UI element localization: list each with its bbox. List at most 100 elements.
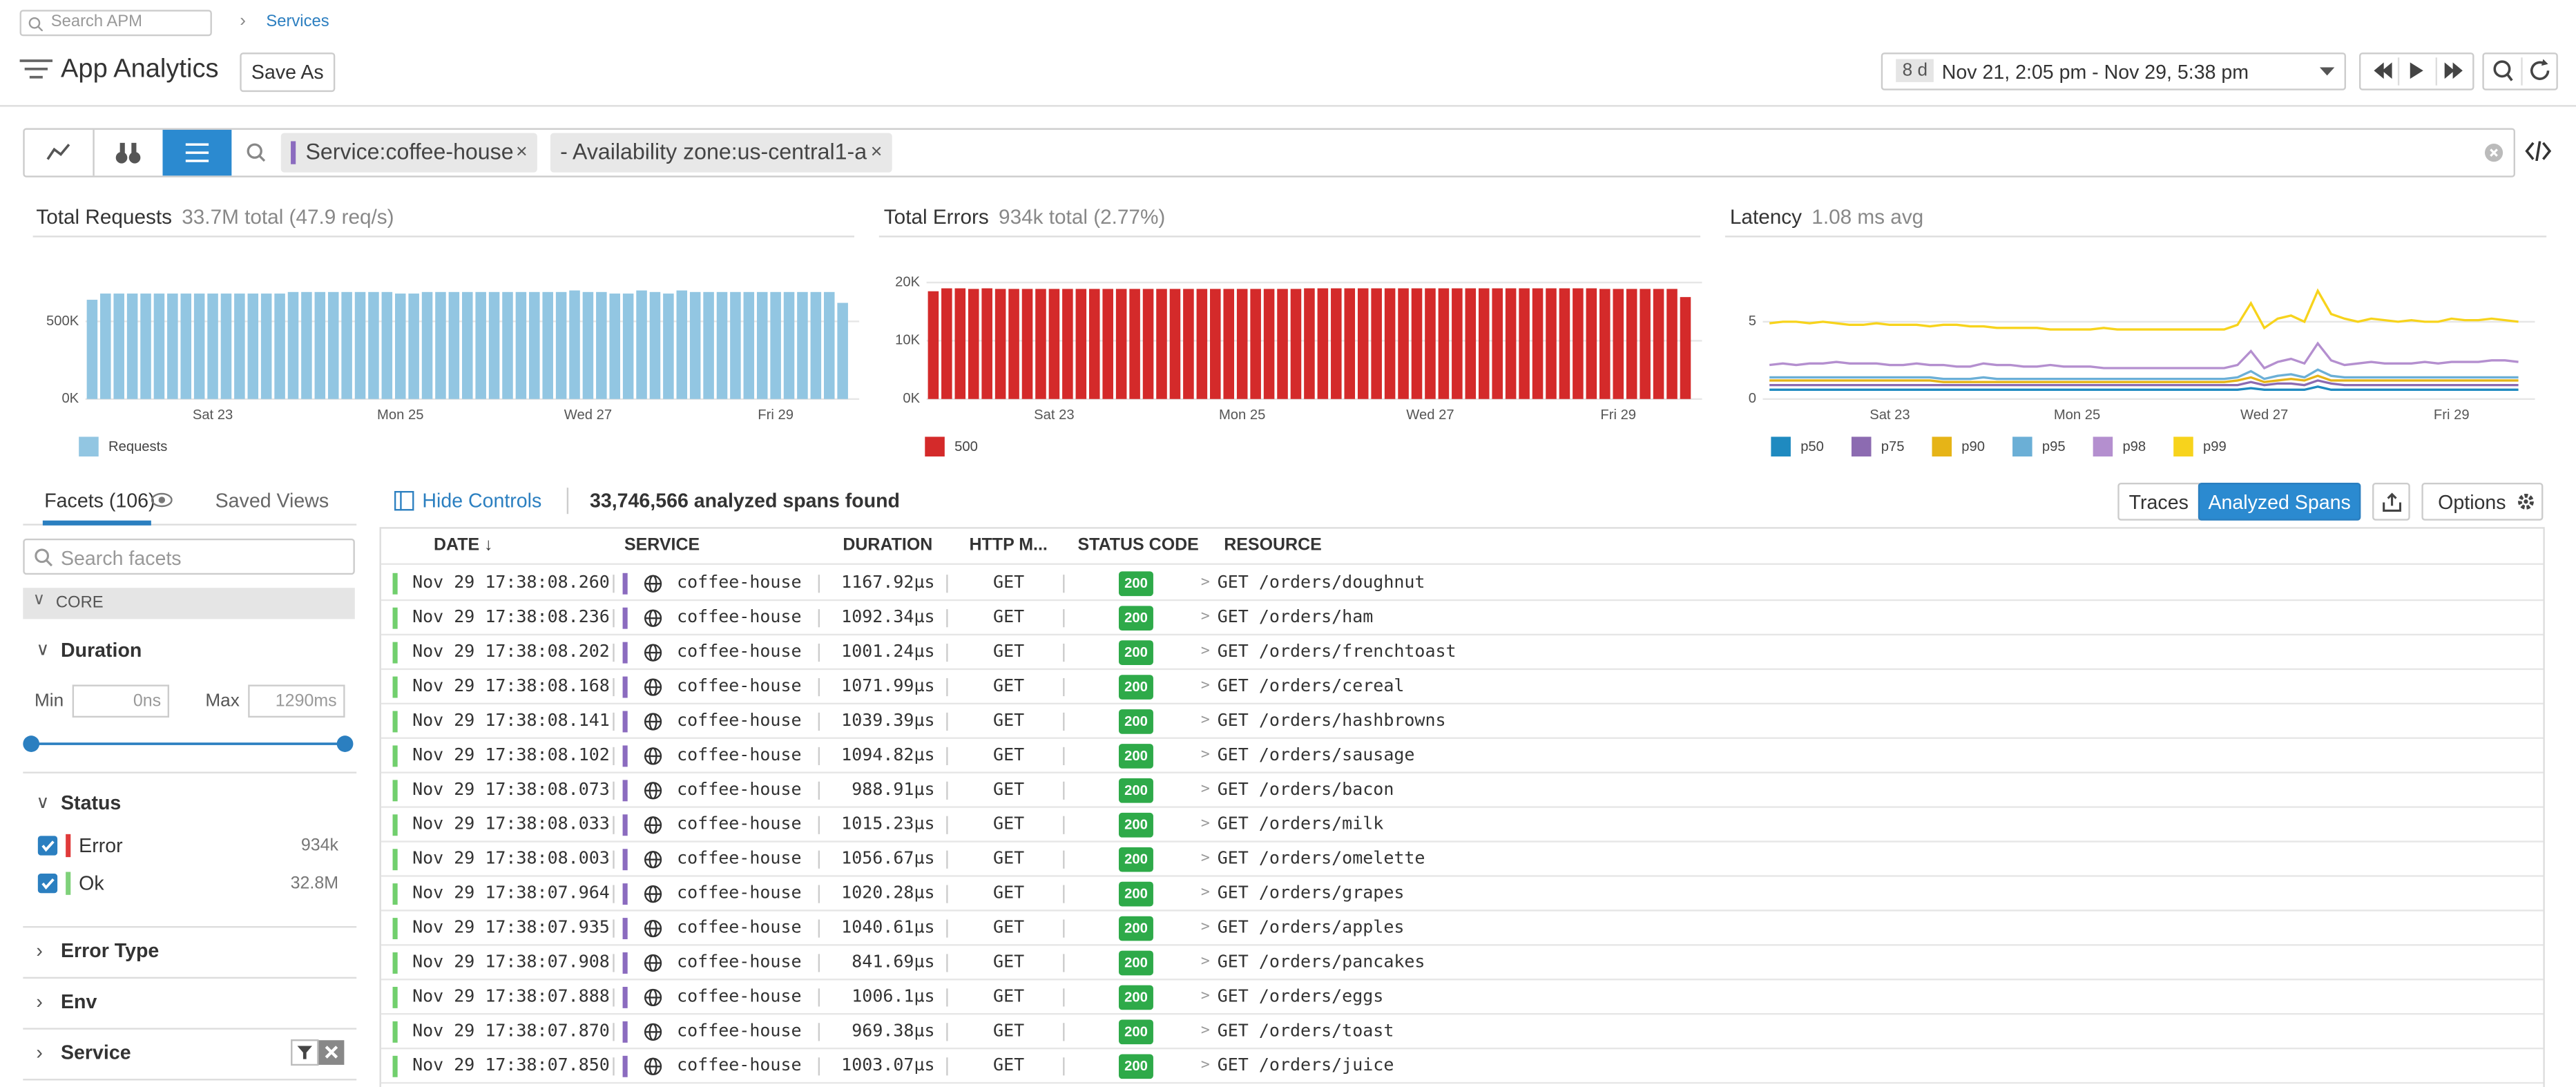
service-color (622, 883, 628, 905)
facet-divider (23, 977, 357, 979)
result-row[interactable]: Nov 29 17:38:08.102 coffee-house 1094.82µs… (381, 739, 2544, 773)
breadcrumb-chevron: › (240, 11, 247, 32)
service-color (622, 607, 628, 629)
column-header[interactable]: DATE ↓ (434, 535, 493, 555)
bar (394, 294, 406, 399)
bar (927, 291, 939, 399)
max-input[interactable]: 1290ms (248, 684, 345, 718)
result-row[interactable]: Nov 29 17:38:07.888 coffee-house 1006.1µs G… (381, 980, 2544, 1015)
globe-icon (644, 919, 662, 938)
service: coffee-house (677, 1055, 802, 1076)
result-row[interactable]: Nov 29 17:38:08.141 coffee-house 1039.39µs… (381, 704, 2544, 739)
zoom-controls[interactable] (2482, 52, 2558, 90)
result-row[interactable]: Nov 29 17:38:08.260 coffee-house 1167.92µs… (381, 566, 2544, 602)
status-bar (392, 676, 398, 698)
service: coffee-house (677, 711, 802, 731)
query-search-icon (247, 143, 266, 162)
result-row[interactable]: Nov 29 17:38:08.236 coffee-house 1092.34µs… (381, 601, 2544, 636)
results-table: DATE ↓ SERVICE DURATION HTTP M... STATUS COD… (379, 527, 2545, 1087)
bar (1666, 289, 1678, 399)
cell-divider (1063, 747, 1065, 765)
bar (515, 291, 527, 399)
tag-remove[interactable]: × (515, 140, 528, 163)
save-as-button[interactable]: Save As (240, 52, 336, 93)
hide-controls-icon[interactable] (394, 490, 414, 511)
time-picker[interactable]: 8 d Nov 21, 2:05 pm - Nov 29, 5:38 pm (1881, 52, 2346, 90)
expand-chevron: > (1200, 954, 1210, 971)
bar (1640, 289, 1651, 399)
cell-divider (946, 609, 948, 628)
status-label[interactable]: Ok (79, 872, 104, 895)
facet-title[interactable]: Error Type (61, 939, 160, 963)
date: Nov 29 17:38:07.850 (412, 1055, 610, 1076)
checkbox[interactable] (37, 873, 58, 894)
column-header[interactable]: RESOURCE (1224, 535, 1322, 555)
legend-swatch (925, 436, 945, 456)
bar (1075, 289, 1087, 399)
tag-text: Service:coffee-house (305, 140, 514, 164)
code-toggle[interactable] (2525, 141, 2552, 162)
traces-button[interactable]: Traces (2117, 483, 2200, 521)
column-header[interactable]: DURATION (843, 535, 933, 555)
date: Nov 29 17:38:08.141 (412, 711, 610, 731)
cell-divider (1063, 850, 1065, 869)
result-row[interactable]: Nov 29 17:38:08.003 coffee-house 1056.67µs… (381, 843, 2544, 877)
checkbox[interactable] (37, 836, 58, 856)
result-row[interactable]: Nov 29 17:38:07.850 coffee-house 1003.07µs… (381, 1049, 2544, 1084)
facet-search[interactable]: Search facets (23, 538, 355, 575)
result-row[interactable]: Nov 29 17:38:08.202 coffee-house 1001.24µs… (381, 635, 2544, 671)
apm-search[interactable]: Search APM (19, 10, 212, 37)
resource: GET /orders/apples (1217, 918, 1405, 938)
legend-swatch (2093, 436, 2113, 456)
duration: 1094.82µs (841, 745, 935, 765)
http-method: GET (993, 952, 1025, 972)
saved-views-tab[interactable]: Saved Views (215, 489, 329, 512)
analyzed-spans-button[interactable]: Analyzed Spans (2198, 483, 2361, 521)
column-header[interactable]: STATUS CODE (1077, 535, 1199, 555)
duration-slider[interactable] (21, 734, 356, 754)
bar (207, 294, 218, 399)
date: Nov 29 17:38:07.964 (412, 883, 610, 903)
result-row[interactable]: Nov 29 17:38:08.168 coffee-house 1071.99µs… (381, 670, 2544, 705)
status-label[interactable]: Error (79, 834, 123, 858)
facet-title[interactable]: Status (61, 791, 122, 815)
cell-divider (946, 954, 948, 972)
export-button[interactable] (2372, 483, 2410, 521)
tag-remove[interactable]: × (870, 140, 883, 163)
expand-chevron: > (1200, 1057, 1210, 1074)
bar (1680, 297, 1691, 399)
view-switch[interactable] (25, 129, 232, 176)
facet-title[interactable]: Service (61, 1041, 131, 1064)
facet-actions[interactable] (291, 1039, 345, 1066)
bar (475, 291, 486, 399)
facet-group[interactable]: ∨ CORE (23, 588, 355, 619)
service: coffee-house (677, 676, 802, 697)
facet-title[interactable]: Duration (61, 638, 142, 662)
min-input[interactable]: 0ns (72, 684, 170, 718)
hide-controls[interactable]: Hide Controls (422, 489, 542, 512)
options-button[interactable]: Options (2421, 483, 2544, 521)
facet-title[interactable]: Env (61, 990, 97, 1014)
breadcrumb[interactable]: Services (266, 13, 329, 32)
result-row[interactable]: Nov 29 17:38:08.033 coffee-house 1015.23µs… (381, 808, 2544, 843)
result-row[interactable]: Nov 29 17:38:07.964 coffee-house 1020.28µs… (381, 877, 2544, 912)
service: coffee-house (677, 573, 802, 593)
query-tag[interactable]: Service:coffee-house × (280, 133, 537, 173)
result-row[interactable]: Nov 29 17:38:07.870 coffee-house 969.38µs G… (381, 1014, 2544, 1050)
column-header[interactable]: SERVICE (624, 535, 700, 555)
query-tag[interactable]: - Availability zone:us-central1-a × (550, 133, 892, 173)
search-placeholder: Search APM (50, 13, 142, 32)
resource: GET /orders/sausage (1217, 745, 1415, 765)
span-count: 33,746,566 analyzed spans found (589, 489, 901, 512)
playback-controls[interactable] (2358, 52, 2474, 90)
facets-tab[interactable]: Facets (106) (44, 489, 155, 512)
result-row[interactable]: Nov 29 17:38:08.073 coffee-house 988.91µs G… (381, 773, 2544, 808)
result-row[interactable]: Nov 29 17:38:07.908 coffee-house 841.69µs G… (381, 946, 2544, 981)
status-bar (392, 642, 398, 664)
eye-icon[interactable] (151, 492, 173, 508)
result-row[interactable]: Nov 29 17:38:07.935 coffee-house 1040.61µs… (381, 912, 2544, 946)
clear-query[interactable] (2484, 143, 2504, 163)
column-header[interactable]: HTTP M... (969, 535, 1048, 555)
date: Nov 29 17:38:07.935 (412, 918, 610, 938)
cell-divider (818, 816, 820, 834)
